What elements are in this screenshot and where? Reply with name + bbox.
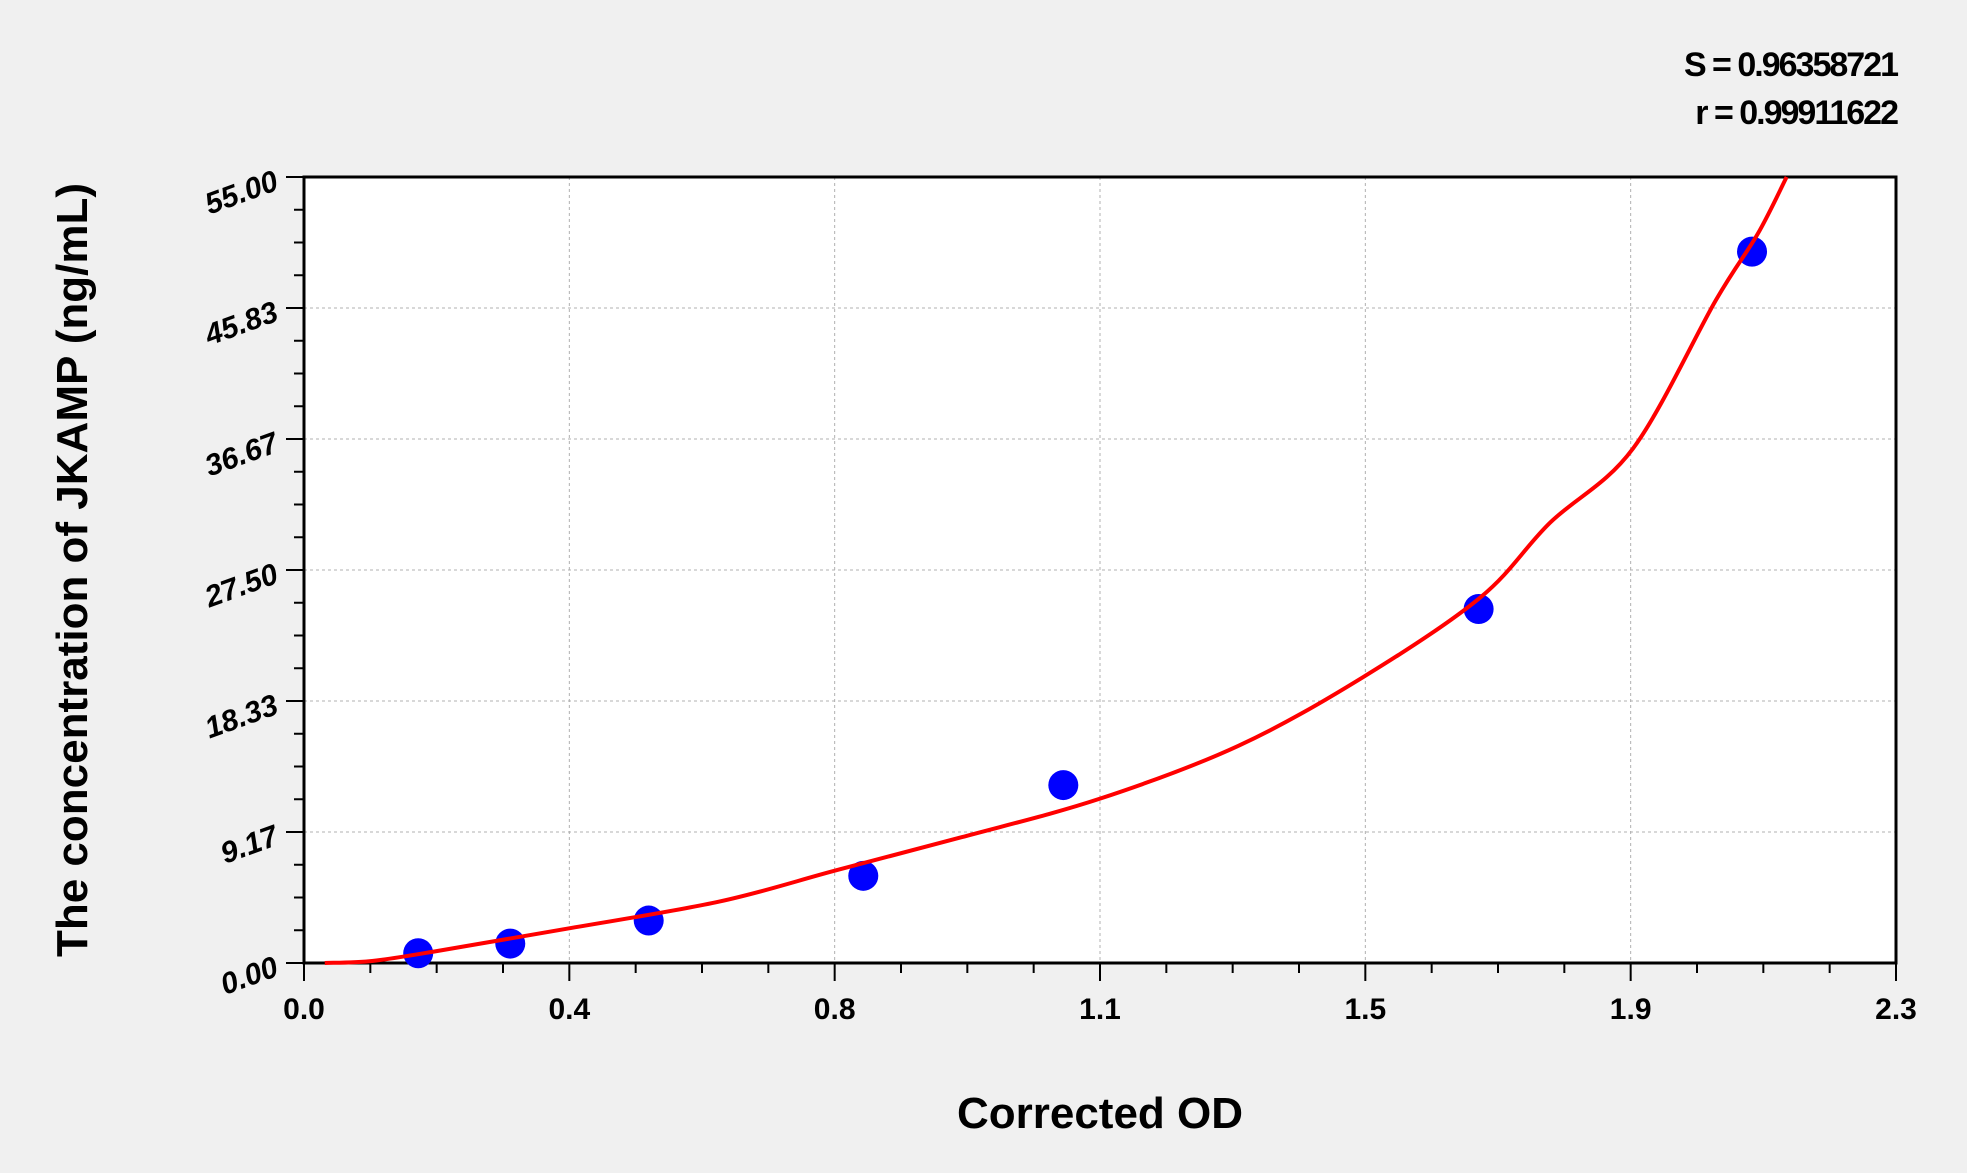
fit-curve	[324, 176, 1789, 965]
y-tick-label: 9.17	[216, 819, 283, 870]
x-axis-title: Corrected OD	[957, 1089, 1243, 1138]
stat-r: r = 0.99911622	[1695, 94, 1898, 132]
x-tick-labels: 0.0 0.4 0.8 1.1 1.5 1.9 2.3	[283, 993, 1917, 1026]
x-tick-label: 1.9	[1610, 993, 1652, 1026]
data-point	[1463, 594, 1494, 625]
grid-lines	[304, 177, 1896, 963]
x-tick-label: 0.0	[283, 993, 325, 1026]
y-axis-title: The concentration of JKAMP (ng/mL)	[48, 183, 97, 957]
x-tick-label: 0.4	[548, 993, 590, 1026]
x-tick-label: 1.5	[1344, 993, 1386, 1026]
x-tick-label: 0.8	[814, 993, 856, 1026]
axis-ticks	[286, 176, 1897, 981]
data-point	[495, 928, 526, 959]
y-tick-label: 45.83	[200, 295, 283, 352]
stat-s: S = 0.96358721	[1684, 46, 1898, 84]
data-point	[848, 860, 879, 891]
y-tick-labels: 0.00 9.17 18.33 27.50 36.67 45.83 55.00	[200, 164, 284, 1001]
data-point	[1048, 770, 1079, 801]
y-tick-label: 18.33	[201, 688, 283, 745]
plot-frame	[302, 175, 1898, 965]
data-point	[1737, 236, 1768, 267]
y-tick-label: 55.00	[201, 164, 283, 221]
data-point	[633, 905, 664, 936]
y-tick-label: 36.67	[201, 426, 284, 483]
x-tick-label: 2.3	[1875, 993, 1917, 1026]
data-marks	[324, 176, 1789, 969]
y-tick-label: 0.00	[216, 950, 282, 1001]
x-tick-label: 1.1	[1079, 993, 1121, 1026]
y-tick-label: 27.50	[200, 557, 283, 614]
